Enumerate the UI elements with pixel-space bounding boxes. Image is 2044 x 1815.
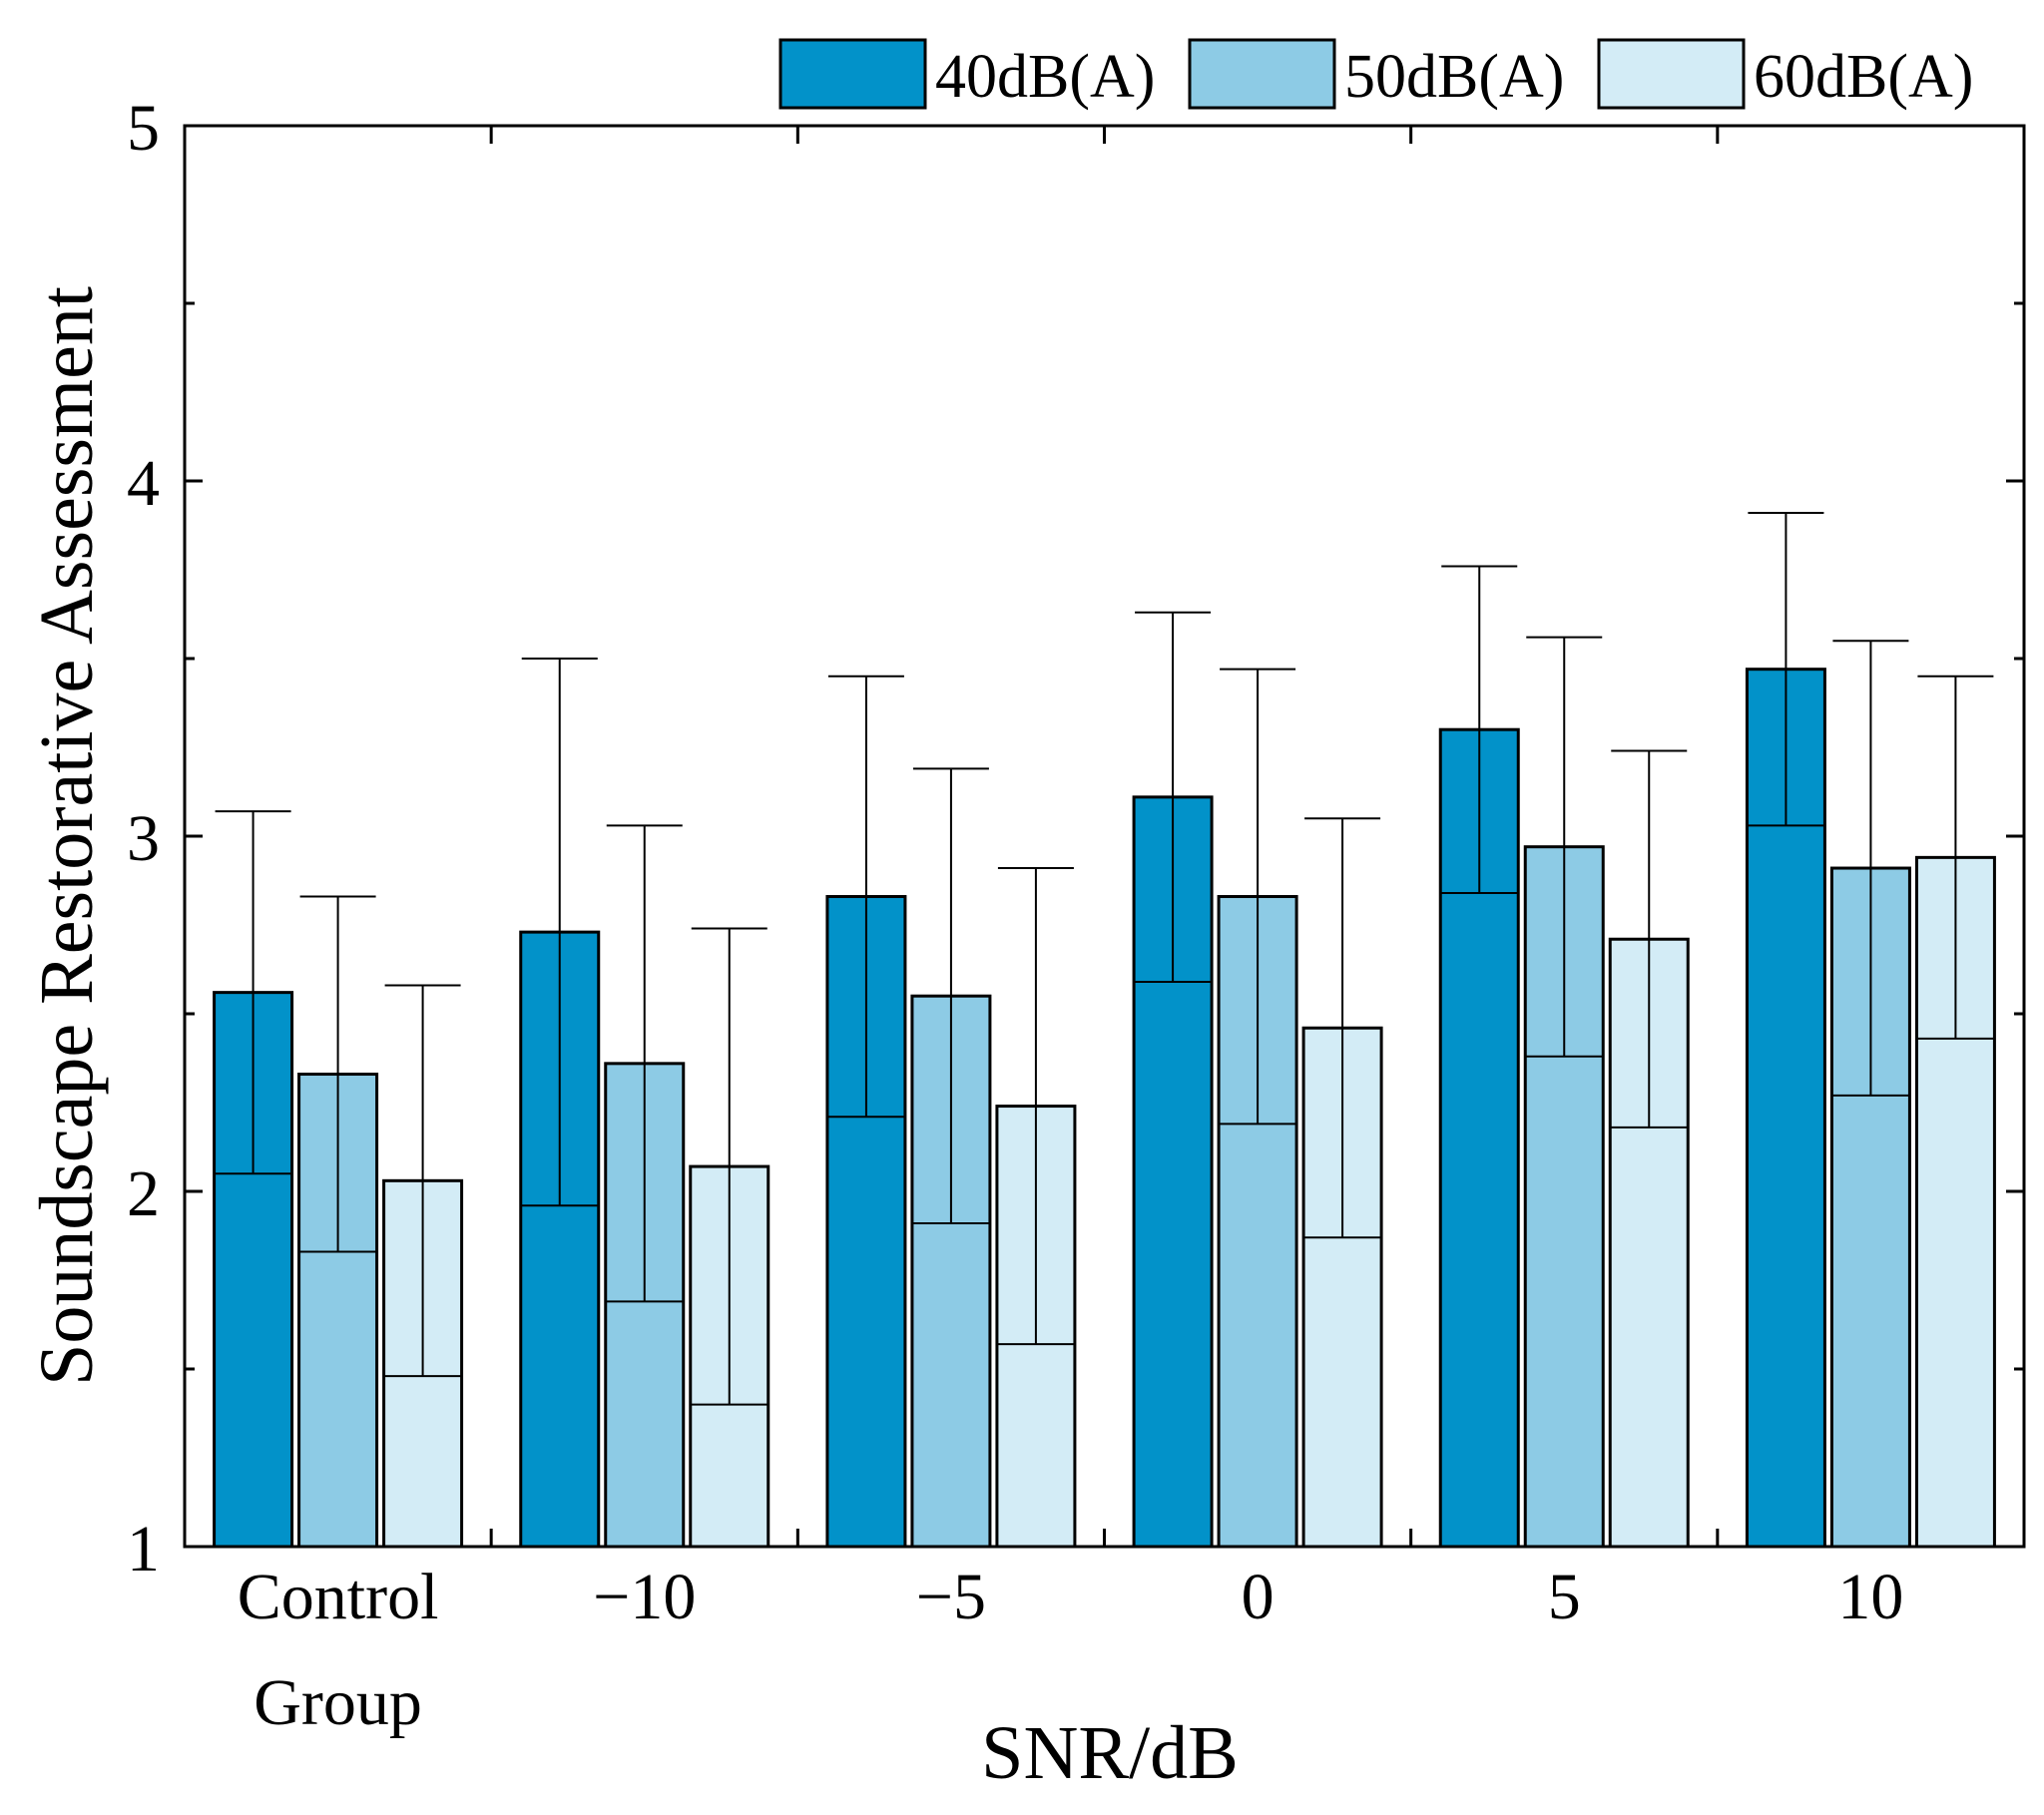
x-axis: Control Group −10 −5 0 5 10 <box>238 126 1903 1739</box>
y-axis-title: Soundscape Restorative Assessment <box>25 286 109 1386</box>
bar-1-2 <box>519 930 601 1549</box>
x-tick-label: 10 <box>1837 1561 1903 1633</box>
x-tick-label: Control <box>238 1561 439 1633</box>
x-tick-label: 0 <box>1242 1561 1275 1633</box>
legend: 40dB(A) 50dB(A) 60dB(A) <box>778 38 1973 111</box>
legend-swatch-2 <box>1188 38 1336 110</box>
x-tick-label-line2: Group <box>254 1666 422 1739</box>
bars <box>213 668 1996 1549</box>
legend-label-1: 40dB(A) <box>935 43 1155 111</box>
legend-label-3: 60dB(A) <box>1754 43 1973 111</box>
y-axis: 1 2 3 4 5 <box>127 92 2024 1586</box>
y-tick-label: 1 <box>127 1513 160 1586</box>
y-tick-label: 2 <box>127 1157 160 1230</box>
x-tick-label: 5 <box>1548 1561 1581 1633</box>
legend-label-2: 50dB(A) <box>1344 43 1564 111</box>
y-tick-label: 3 <box>127 802 160 875</box>
bar-2-6 <box>1829 866 1911 1549</box>
legend-swatch-3 <box>1597 38 1746 110</box>
x-tick-label: −5 <box>916 1561 986 1633</box>
error-bars <box>215 512 1994 1406</box>
x-tick-label: −10 <box>593 1561 696 1633</box>
x-axis-title: SNR/dB <box>981 1711 1239 1795</box>
legend-swatch-1 <box>778 38 927 110</box>
y-tick-label: 5 <box>127 92 160 165</box>
y-tick-label: 4 <box>127 447 160 520</box>
